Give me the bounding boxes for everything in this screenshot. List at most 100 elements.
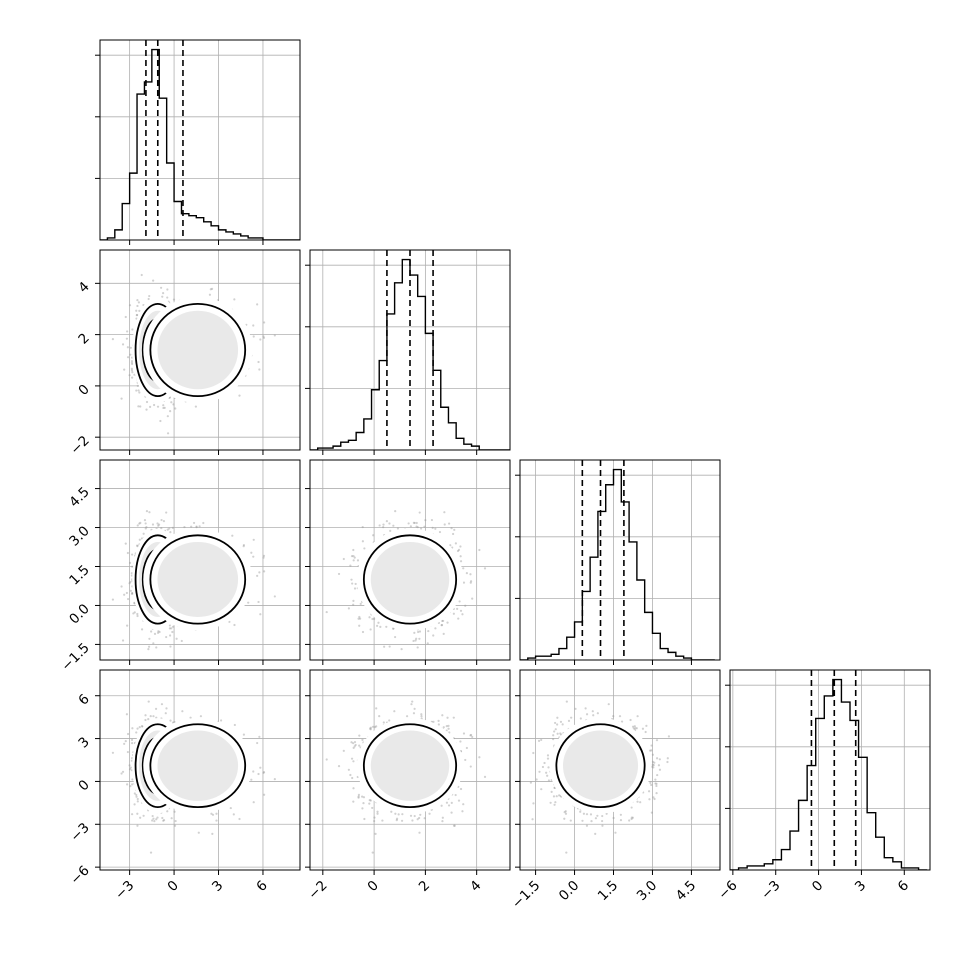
scatter-point	[351, 582, 354, 585]
scatter-point	[431, 526, 434, 530]
scatter-point	[415, 521, 418, 525]
scatter-point	[162, 292, 165, 295]
scatter-point	[442, 632, 445, 635]
panel-1-1	[305, 249, 511, 455]
scatter-point	[136, 299, 139, 302]
scatter-point	[170, 627, 173, 630]
scatter-point	[138, 309, 141, 313]
scatter-point	[414, 639, 417, 642]
scatter-point	[350, 578, 353, 581]
scatter-point	[140, 273, 143, 277]
scatter-point	[459, 560, 463, 563]
scatter-point	[150, 630, 153, 633]
scatter-point	[262, 336, 266, 339]
scatter-point	[256, 303, 259, 306]
scatter-point	[459, 609, 463, 612]
scatter-point	[125, 337, 128, 340]
scatter-point	[166, 415, 169, 418]
scatter-point	[111, 338, 115, 341]
scatter-point	[426, 642, 429, 645]
scatter-point	[145, 408, 148, 411]
scatter-point	[257, 360, 260, 364]
scatter-point	[418, 630, 422, 633]
scatter-point	[126, 330, 129, 333]
scatter-point	[136, 544, 139, 547]
scatter-point	[415, 525, 418, 528]
scatter-point	[124, 315, 127, 319]
density-level	[157, 541, 239, 618]
scatter-point	[368, 616, 371, 619]
scatter-point	[162, 519, 166, 523]
scatter-point	[418, 511, 421, 514]
scatter-point	[163, 406, 166, 409]
scatter-point	[128, 304, 132, 307]
scatter-point	[131, 359, 134, 363]
scatter-point	[123, 368, 126, 371]
scatter-point	[131, 362, 134, 366]
scatter-point	[263, 321, 266, 324]
scatter-point	[130, 369, 134, 372]
scatter-point	[388, 645, 391, 648]
scatter-point	[159, 419, 162, 423]
scatter-point	[131, 591, 134, 595]
scatter-point	[263, 570, 266, 573]
scatter-point	[442, 619, 445, 623]
scatter-point	[210, 287, 214, 291]
scatter-point	[180, 639, 183, 643]
scatter-point	[130, 361, 134, 364]
scatter-point	[128, 561, 132, 565]
scatter-point	[131, 376, 134, 379]
scatter-point	[160, 286, 163, 289]
scatter-point	[136, 304, 139, 308]
scatter-point	[256, 574, 259, 577]
scatter-point	[130, 592, 134, 595]
scatter-point	[136, 384, 139, 387]
scatter-point	[137, 405, 140, 408]
scatter-point	[166, 296, 169, 299]
scatter-point	[409, 525, 412, 528]
scatter-point	[126, 346, 129, 349]
panel-2-0: −1.50.01.53.04.5	[58, 459, 301, 674]
scatter-point	[121, 639, 125, 642]
scatter-point	[443, 523, 446, 526]
scatter-point	[352, 599, 355, 603]
scatter-point	[456, 607, 459, 611]
scatter-point	[156, 631, 160, 634]
scatter-point	[202, 521, 205, 525]
scatter-point	[464, 604, 467, 607]
scatter-point	[358, 615, 361, 619]
scatter-point	[259, 613, 262, 616]
scatter-point	[252, 555, 255, 558]
scatter-point	[131, 553, 134, 556]
scatter-point	[126, 356, 130, 359]
scatter-point	[252, 324, 255, 327]
scatter-point	[144, 527, 147, 530]
scatter-point	[168, 627, 171, 630]
scatter-point	[458, 600, 461, 603]
histogram-step-0	[100, 48, 300, 240]
scatter-point	[111, 598, 115, 601]
gridlines	[100, 40, 300, 240]
scatter-point	[357, 617, 360, 620]
scatter-point	[172, 403, 175, 406]
scatter-point	[171, 526, 174, 530]
scatter-point	[138, 538, 141, 541]
scatter-point	[195, 525, 198, 528]
scatter-point	[430, 518, 434, 522]
scatter-point	[133, 601, 136, 604]
scatter-point	[459, 545, 462, 548]
scatter-point	[129, 353, 132, 356]
scatter-point	[137, 389, 140, 392]
scatter-point	[133, 373, 136, 376]
scatter-point	[156, 522, 159, 525]
scatter-point	[407, 522, 410, 525]
scatter-point	[231, 534, 234, 537]
scatter-point	[136, 545, 139, 548]
scatter-point	[126, 551, 129, 555]
scatter-point	[483, 567, 487, 570]
scatter-point	[168, 624, 171, 627]
scatter-point	[166, 288, 169, 291]
scatter-point	[143, 519, 147, 522]
scatter-point	[135, 389, 138, 392]
scatter-point	[135, 314, 138, 317]
